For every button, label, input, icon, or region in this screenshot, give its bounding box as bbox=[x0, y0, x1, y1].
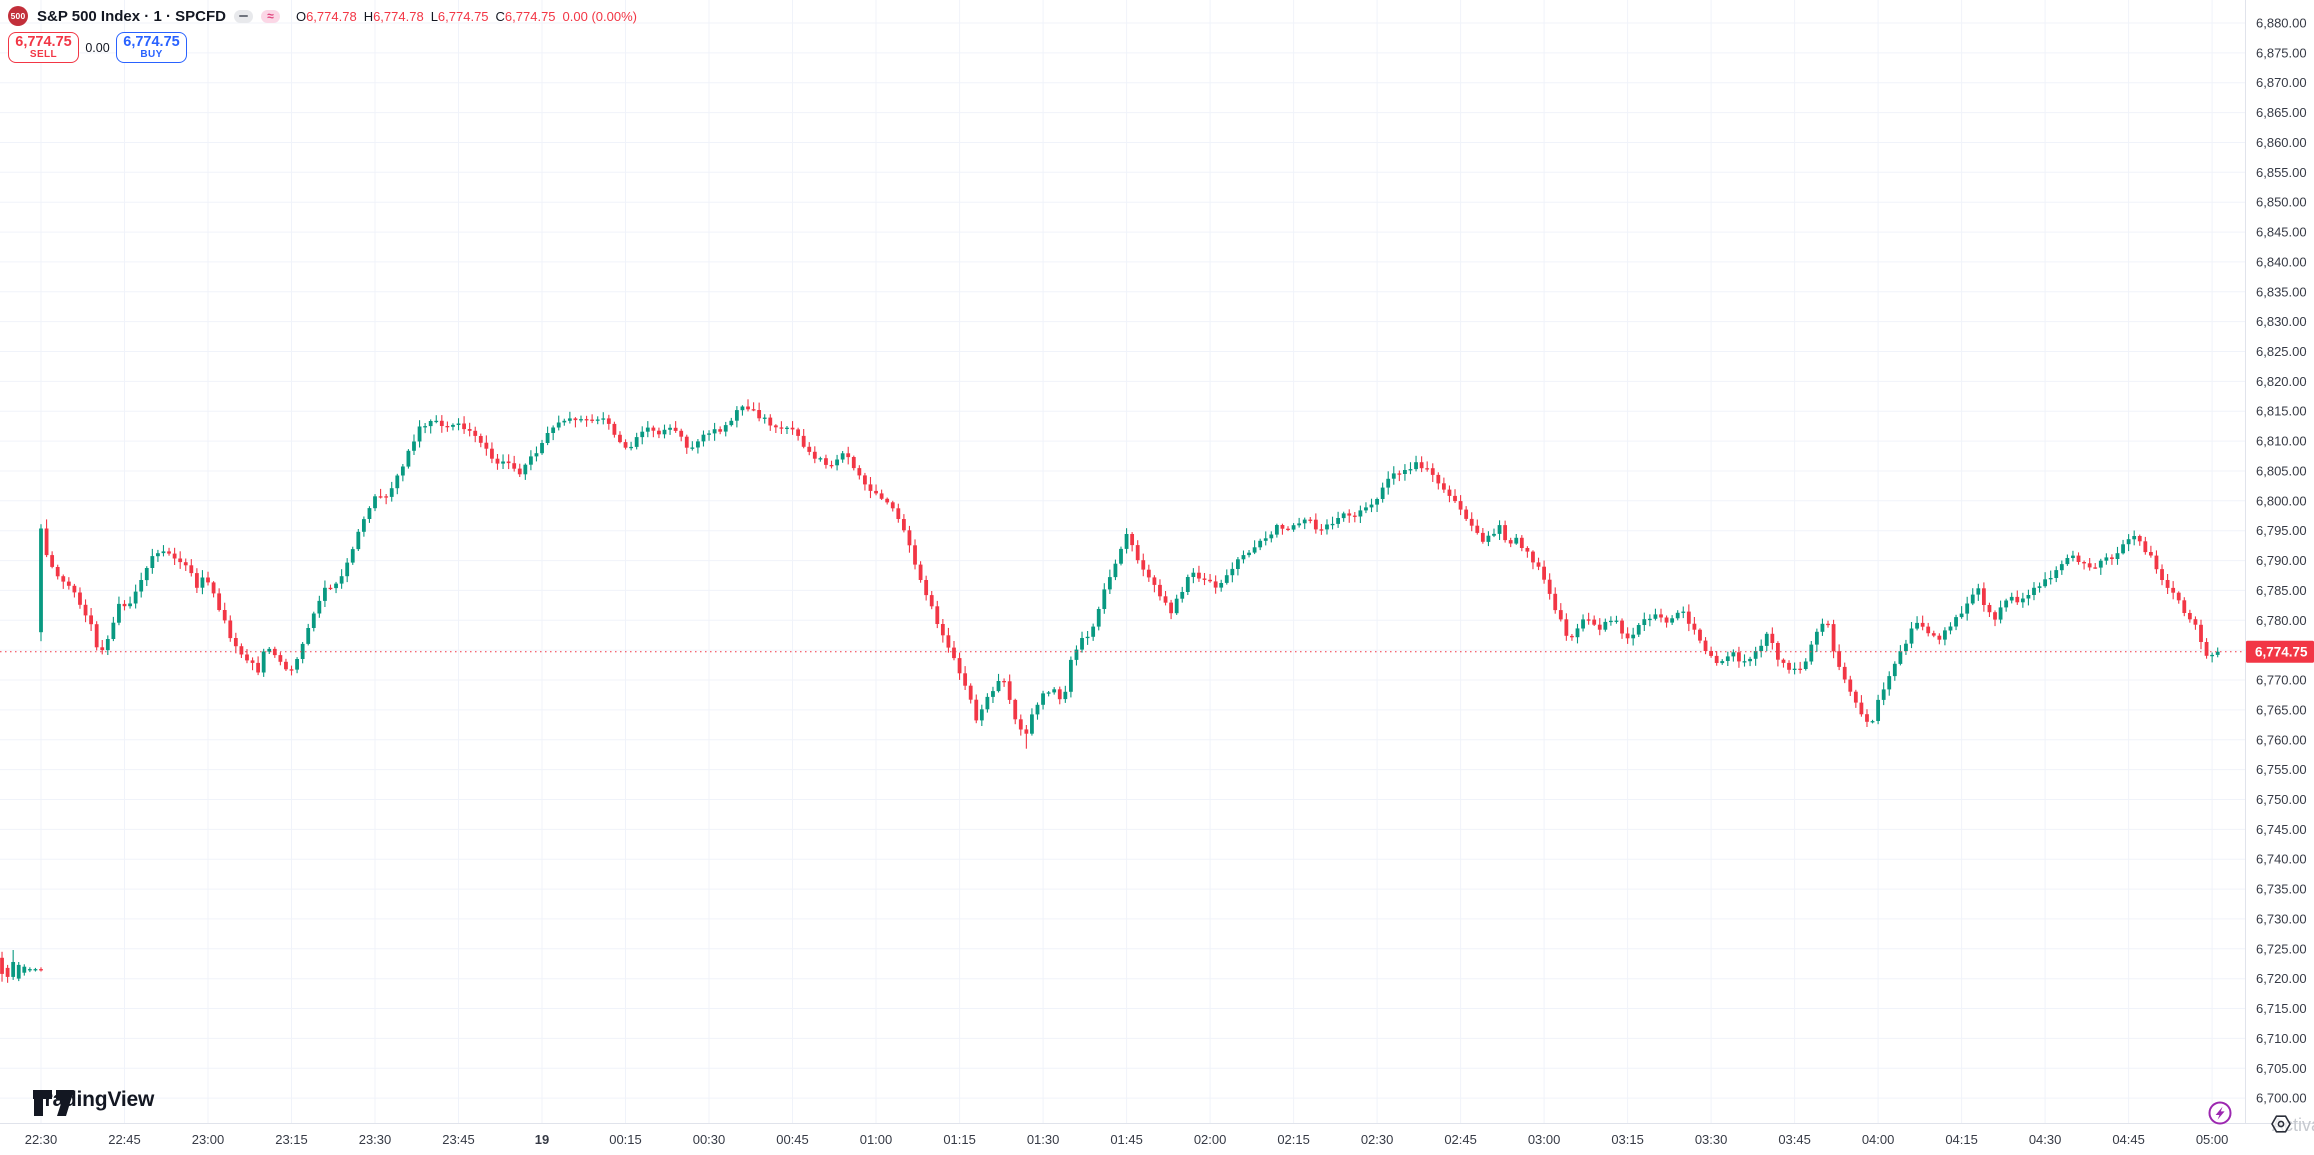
svg-text:01:30: 01:30 bbox=[1027, 1132, 1060, 1147]
svg-text:22:45: 22:45 bbox=[108, 1132, 141, 1147]
symbol-legend: 500 S&P 500 Index · 1 · SPCFD ≈ O6,774.7… bbox=[8, 4, 637, 63]
svg-text:6,855.00: 6,855.00 bbox=[2256, 165, 2307, 180]
svg-text:23:45: 23:45 bbox=[442, 1132, 475, 1147]
symbol-title[interactable]: S&P 500 Index · 1 · SPCFD bbox=[37, 7, 226, 25]
ohlc-readout: O6,774.78 H6,774.78 L6,774.75 C6,774.75 0.00… bbox=[295, 8, 637, 24]
legend-collapse-icon[interactable] bbox=[233, 9, 253, 23]
svg-text:6,870.00: 6,870.00 bbox=[2256, 75, 2307, 90]
svg-text:6,750.00: 6,750.00 bbox=[2256, 792, 2307, 807]
svg-text:6,805.00: 6,805.00 bbox=[2256, 464, 2307, 479]
svg-text:01:15: 01:15 bbox=[943, 1132, 976, 1147]
svg-text:6,745.00: 6,745.00 bbox=[2256, 822, 2307, 837]
svg-text:6,700.00: 6,700.00 bbox=[2256, 1091, 2307, 1106]
svg-text:6,705.00: 6,705.00 bbox=[2256, 1061, 2307, 1076]
current-price-label: 6,774.75 bbox=[2246, 640, 2314, 663]
svg-text:6,850.00: 6,850.00 bbox=[2256, 195, 2307, 210]
svg-text:03:45: 03:45 bbox=[1778, 1132, 1811, 1147]
svg-text:00:30: 00:30 bbox=[693, 1132, 726, 1147]
buy-button[interactable]: 6,774.75 BUY bbox=[116, 32, 187, 63]
buy-label: BUY bbox=[140, 48, 163, 60]
svg-text:01:45: 01:45 bbox=[1110, 1132, 1143, 1147]
tradingview-logo[interactable]: TradingView bbox=[33, 1088, 154, 1116]
svg-text:6,774.75: 6,774.75 bbox=[2255, 645, 2308, 660]
svg-text:02:15: 02:15 bbox=[1277, 1132, 1310, 1147]
svg-text:6,810.00: 6,810.00 bbox=[2256, 434, 2307, 449]
spread-value: 0.00 bbox=[85, 40, 110, 55]
sell-price: 6,774.75 bbox=[15, 33, 72, 50]
symbol-logo-badge[interactable]: 500 bbox=[8, 6, 28, 26]
svg-text:02:45: 02:45 bbox=[1444, 1132, 1477, 1147]
svg-text:6,755.00: 6,755.00 bbox=[2256, 762, 2307, 777]
svg-text:6,835.00: 6,835.00 bbox=[2256, 284, 2307, 299]
svg-text:23:15: 23:15 bbox=[275, 1132, 308, 1147]
svg-text:6,820.00: 6,820.00 bbox=[2256, 374, 2307, 389]
grid-lines bbox=[0, 0, 2245, 1123]
svg-text:6,720.00: 6,720.00 bbox=[2256, 971, 2307, 986]
svg-text:6,760.00: 6,760.00 bbox=[2256, 732, 2307, 747]
svg-text:6,815.00: 6,815.00 bbox=[2256, 404, 2307, 419]
svg-text:6,740.00: 6,740.00 bbox=[2256, 852, 2307, 867]
svg-text:02:30: 02:30 bbox=[1361, 1132, 1394, 1147]
market-status-icon[interactable]: ≈ bbox=[260, 9, 280, 23]
svg-text:6,865.00: 6,865.00 bbox=[2256, 105, 2307, 120]
svg-text:6,770.00: 6,770.00 bbox=[2256, 673, 2307, 688]
candlestick-series bbox=[0, 399, 2220, 983]
gear-icon[interactable] bbox=[2271, 1115, 2291, 1133]
svg-text:01:00: 01:00 bbox=[860, 1132, 893, 1147]
svg-text:04:45: 04:45 bbox=[2112, 1132, 2145, 1147]
svg-text:6,780.00: 6,780.00 bbox=[2256, 613, 2307, 628]
svg-text:23:00: 23:00 bbox=[192, 1132, 225, 1147]
svg-text:04:00: 04:00 bbox=[1862, 1132, 1895, 1147]
svg-text:6,785.00: 6,785.00 bbox=[2256, 583, 2307, 598]
svg-text:6,880.00: 6,880.00 bbox=[2256, 16, 2307, 31]
svg-text:03:30: 03:30 bbox=[1695, 1132, 1728, 1147]
svg-text:6,830.00: 6,830.00 bbox=[2256, 314, 2307, 329]
price-axis[interactable]: 6,700.00 6,705.00 6,710.00 6,715.00 6,720.00… bbox=[2256, 16, 2307, 1106]
sell-button[interactable]: 6,774.75 SELL bbox=[8, 32, 79, 63]
svg-text:04:15: 04:15 bbox=[1945, 1132, 1978, 1147]
tradingview-logo-icon bbox=[33, 1090, 74, 1116]
buy-price: 6,774.75 bbox=[123, 33, 180, 50]
svg-text:22:30: 22:30 bbox=[25, 1132, 58, 1147]
sell-label: SELL bbox=[29, 48, 58, 60]
svg-text:6,840.00: 6,840.00 bbox=[2256, 254, 2307, 269]
svg-text:6,725.00: 6,725.00 bbox=[2256, 941, 2307, 956]
svg-text:6,860.00: 6,860.00 bbox=[2256, 135, 2307, 150]
svg-text:6,825.00: 6,825.00 bbox=[2256, 344, 2307, 359]
svg-text:03:15: 03:15 bbox=[1611, 1132, 1644, 1147]
svg-text:19: 19 bbox=[535, 1132, 549, 1147]
svg-text:04:30: 04:30 bbox=[2029, 1132, 2062, 1147]
svg-text:6,845.00: 6,845.00 bbox=[2256, 225, 2307, 240]
svg-text:23:30: 23:30 bbox=[359, 1132, 392, 1147]
svg-text:6,875.00: 6,875.00 bbox=[2256, 45, 2307, 60]
svg-text:6,710.00: 6,710.00 bbox=[2256, 1031, 2307, 1046]
svg-text:05:00: 05:00 bbox=[2196, 1132, 2229, 1147]
svg-text:00:45: 00:45 bbox=[776, 1132, 809, 1147]
svg-text:6,795.00: 6,795.00 bbox=[2256, 523, 2307, 538]
svg-text:6,735.00: 6,735.00 bbox=[2256, 882, 2307, 897]
realtime-lightning-icon[interactable] bbox=[2208, 1101, 2232, 1125]
svg-text:6,765.00: 6,765.00 bbox=[2256, 702, 2307, 717]
svg-text:6,800.00: 6,800.00 bbox=[2256, 493, 2307, 508]
svg-text:6,790.00: 6,790.00 bbox=[2256, 553, 2307, 568]
time-axis[interactable]: 22:30 22:45 23:00 23:15 23:30 23:45 19 00:15 00:… bbox=[25, 1132, 2229, 1147]
svg-text:6,715.00: 6,715.00 bbox=[2256, 1001, 2307, 1016]
svg-text:6,730.00: 6,730.00 bbox=[2256, 911, 2307, 926]
svg-text:03:00: 03:00 bbox=[1528, 1132, 1561, 1147]
svg-text:02:00: 02:00 bbox=[1194, 1132, 1227, 1147]
svg-text:00:15: 00:15 bbox=[609, 1132, 642, 1147]
